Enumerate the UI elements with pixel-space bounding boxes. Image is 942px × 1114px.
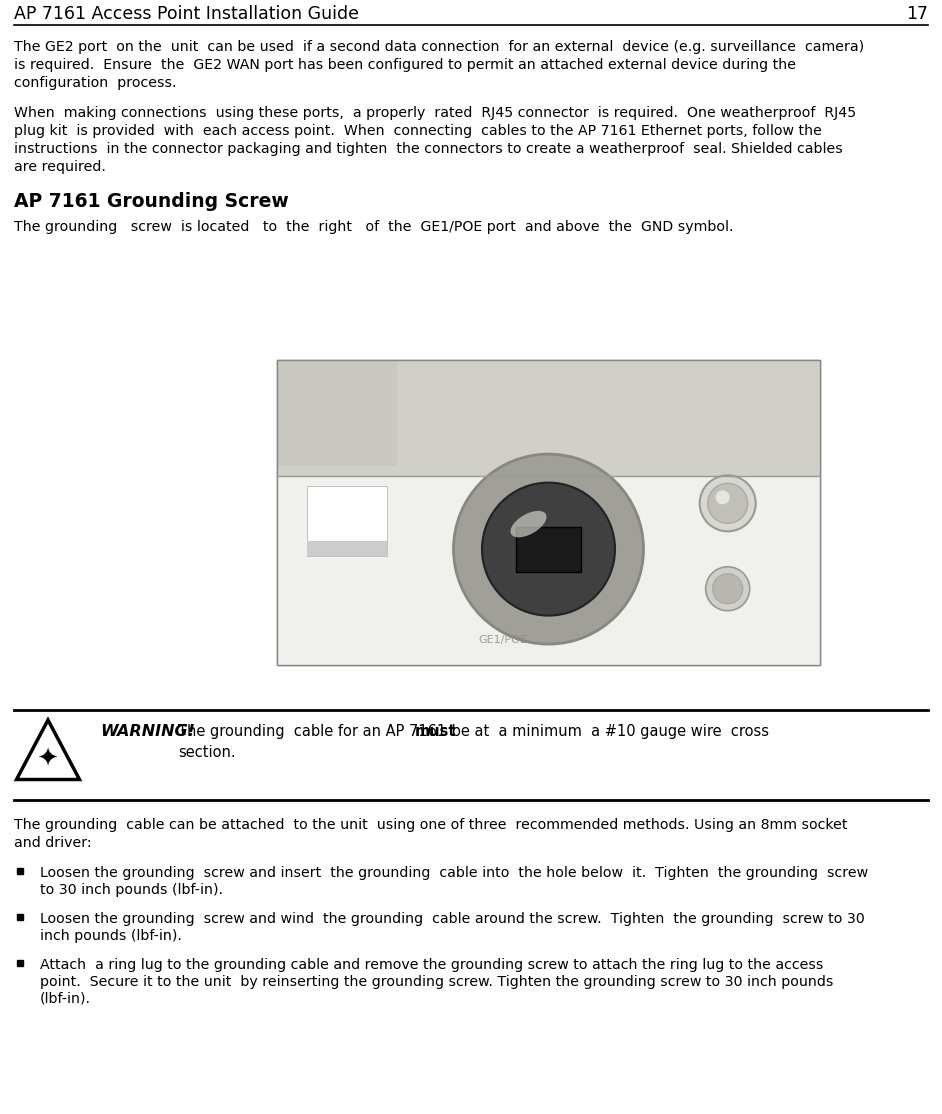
- Bar: [516, 527, 581, 571]
- Bar: [307, 486, 387, 556]
- Text: AP 7161 Grounding Screw: AP 7161 Grounding Screw: [14, 192, 289, 211]
- Ellipse shape: [511, 511, 546, 537]
- Text: The grounding   screw  is located   to  the  right   of  the  GE1/POE port  and : The grounding screw is located to the ri…: [14, 219, 734, 234]
- Circle shape: [716, 490, 730, 505]
- Text: is required.  Ensure  the  GE2 WAN port has been configured to permit an attache: is required. Ensure the GE2 WAN port has…: [14, 58, 796, 72]
- Text: ✦: ✦: [37, 746, 59, 772]
- Text: (lbf-in).: (lbf-in).: [40, 991, 91, 1006]
- Circle shape: [700, 476, 755, 531]
- Text: GE1/POE: GE1/POE: [479, 635, 528, 645]
- Circle shape: [706, 567, 750, 610]
- Text: configuration  process.: configuration process.: [14, 76, 176, 90]
- Text: 17: 17: [906, 4, 928, 23]
- Text: Loosen the grounding  screw and wind  the grounding  cable around the screw.  Ti: Loosen the grounding screw and wind the …: [40, 912, 865, 926]
- Text: be at  a minimum  a #10 gauge wire  cross: be at a minimum a #10 gauge wire cross: [447, 724, 769, 739]
- Text: WARNING!: WARNING!: [100, 724, 195, 739]
- Ellipse shape: [482, 482, 615, 616]
- Circle shape: [707, 483, 748, 524]
- Bar: [277, 360, 820, 476]
- Text: section.: section.: [178, 745, 236, 760]
- Polygon shape: [17, 720, 79, 780]
- Text: point.  Secure it to the unit  by reinserting the grounding screw. Tighten the g: point. Secure it to the unit by reinsert…: [40, 975, 834, 989]
- Text: to 30 inch pounds (lbf-in).: to 30 inch pounds (lbf-in).: [40, 883, 223, 897]
- Text: AP 7161 Access Point Installation Guide: AP 7161 Access Point Installation Guide: [14, 4, 359, 23]
- Text: The grounding  cable for an AP 7161: The grounding cable for an AP 7161: [178, 724, 451, 739]
- Circle shape: [713, 574, 742, 604]
- Bar: [307, 541, 387, 556]
- Bar: [277, 360, 397, 466]
- Text: plug kit  is provided  with  each access point.  When  connecting  cables to the: plug kit is provided with each access po…: [14, 124, 821, 138]
- Bar: [277, 360, 820, 665]
- Text: Loosen the grounding  screw and insert  the grounding  cable into  the hole belo: Loosen the grounding screw and insert th…: [40, 866, 869, 880]
- Text: must: must: [415, 724, 457, 739]
- Bar: [277, 476, 820, 665]
- Text: are required.: are required.: [14, 160, 106, 174]
- Text: and driver:: and driver:: [14, 836, 91, 850]
- Text: Attach  a ring lug to the grounding cable and remove the grounding screw to atta: Attach a ring lug to the grounding cable…: [40, 958, 823, 973]
- Text: instructions  in the connector packaging and tighten  the connectors to create a: instructions in the connector packaging …: [14, 141, 843, 156]
- Text: inch pounds (lbf-in).: inch pounds (lbf-in).: [40, 929, 182, 942]
- Text: The GE2 port  on the  unit  can be used  if a second data connection  for an ext: The GE2 port on the unit can be used if …: [14, 40, 864, 53]
- Text: The grounding  cable can be attached  to the unit  using one of three  recommend: The grounding cable can be attached to t…: [14, 818, 848, 832]
- Ellipse shape: [453, 455, 643, 644]
- Bar: [277, 360, 820, 665]
- Text: When  making connections  using these ports,  a properly  rated  RJ45 connector : When making connections using these port…: [14, 106, 856, 120]
